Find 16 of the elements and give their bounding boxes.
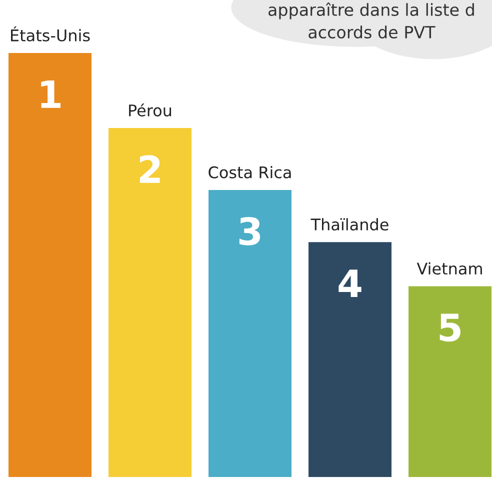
annotation: 3 <box>239 216 260 246</box>
text: apparaître dans la liste d accords de PVT <box>268 2 474 38</box>
bar <box>408 286 492 477</box>
annotation: 4 <box>338 270 362 297</box>
x-tick-label: Costa Rica <box>208 166 291 178</box>
annotation: 5 <box>440 314 460 342</box>
bar <box>8 53 92 477</box>
x-tick-label: Pérou <box>129 103 172 116</box>
x-tick-label: Vietnam <box>416 262 482 275</box>
bar <box>208 190 292 477</box>
annotation: 1 <box>41 80 60 108</box>
annotation: 2 <box>140 155 160 183</box>
x-tick-label: États-Unis <box>11 26 90 42</box>
x-tick-label: Thaïlande <box>310 218 388 231</box>
bar <box>108 128 192 477</box>
bar <box>308 242 392 477</box>
